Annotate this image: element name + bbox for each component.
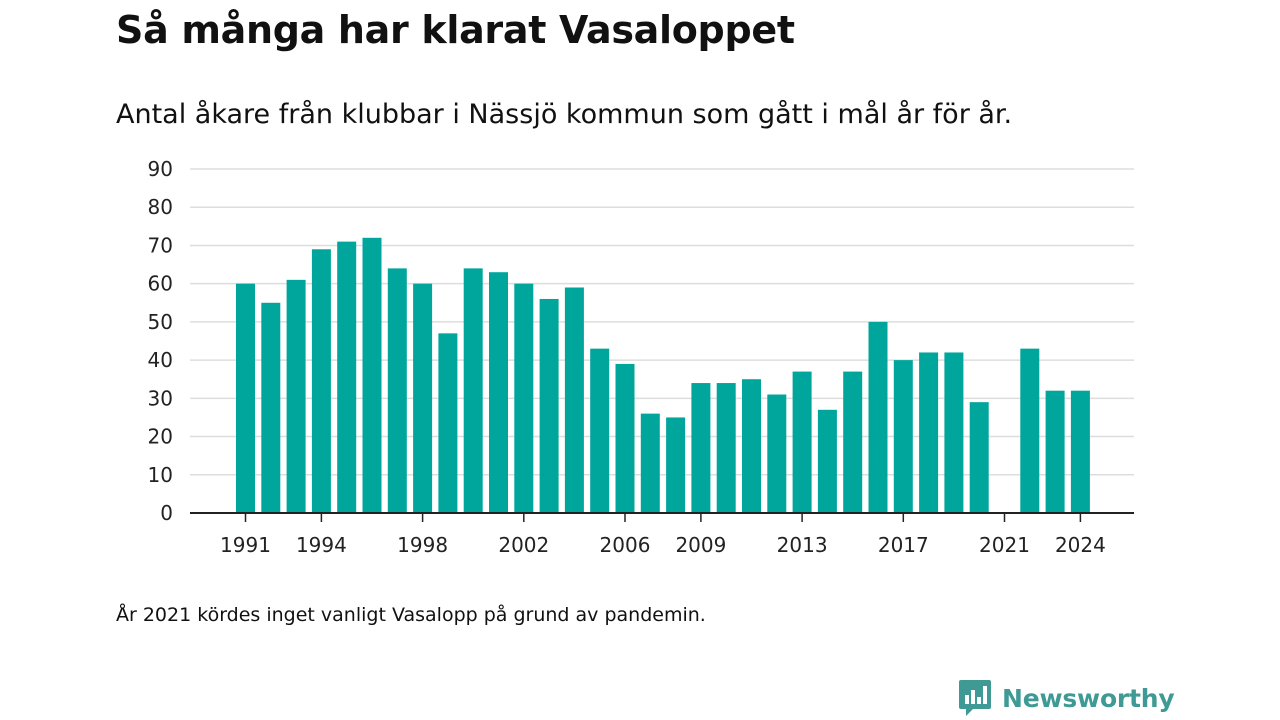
bar-2018 bbox=[919, 352, 939, 513]
bar-2023 bbox=[1045, 390, 1065, 513]
y-tick-label: 30 bbox=[148, 386, 173, 410]
chart-title: Så många har klarat Vasaloppet bbox=[116, 8, 795, 52]
x-tick-label: 2006 bbox=[600, 533, 651, 557]
y-tick-label: 60 bbox=[148, 272, 173, 296]
y-axis-ticks: 0 10 20 30 40 50 60 70 80 90 bbox=[148, 157, 173, 525]
bar-2011 bbox=[742, 379, 761, 513]
grid-lines bbox=[190, 168, 1134, 476]
bar-2003 bbox=[539, 298, 559, 513]
bar-chart-speech-bubble-icon bbox=[959, 680, 991, 716]
bar-2010 bbox=[716, 383, 736, 513]
bar-2020 bbox=[969, 402, 989, 513]
bar-2013 bbox=[792, 371, 812, 513]
x-tick-label: 2021 bbox=[979, 533, 1030, 557]
y-tick-label: 0 bbox=[160, 501, 173, 525]
footnote: År 2021 kördes inget vanligt Vasalopp på… bbox=[116, 604, 706, 626]
y-tick-label: 70 bbox=[148, 233, 173, 257]
bar-2005 bbox=[590, 348, 610, 513]
x-tick-label: 2009 bbox=[675, 533, 726, 557]
bar-1996 bbox=[362, 237, 382, 514]
bar-1999 bbox=[438, 333, 458, 513]
bar-2016 bbox=[868, 321, 888, 513]
chart-subtitle: Antal åkare från klubbar i Nässjö kommun… bbox=[116, 99, 1013, 130]
bar-2014 bbox=[817, 409, 837, 513]
bar-1995 bbox=[337, 241, 357, 513]
bar-1994 bbox=[311, 249, 331, 513]
bar-2019 bbox=[944, 352, 964, 513]
bar-chart: 0 10 20 30 40 50 60 70 80 90 1991 1994 1998 2002 2006… bbox=[148, 157, 1134, 557]
bar-1991 bbox=[236, 283, 255, 513]
bar-2024 bbox=[1070, 390, 1090, 513]
bar-1998 bbox=[413, 283, 433, 513]
bar-2015 bbox=[843, 371, 863, 513]
y-tick-label: 40 bbox=[148, 348, 173, 372]
y-tick-label: 80 bbox=[148, 195, 173, 219]
x-tick-label: 2013 bbox=[777, 533, 828, 557]
brand-name: Newsworthy bbox=[1002, 683, 1175, 713]
y-tick-label: 20 bbox=[148, 425, 173, 449]
x-tick-label: 1998 bbox=[397, 533, 448, 557]
bar-2002 bbox=[514, 283, 534, 513]
bar-1997 bbox=[387, 268, 407, 513]
bar-2008 bbox=[666, 417, 686, 513]
bar-2006 bbox=[615, 363, 635, 513]
x-tick-label: 2017 bbox=[878, 533, 929, 557]
x-tick-label: 1994 bbox=[296, 533, 347, 557]
bar-1993 bbox=[286, 279, 306, 513]
bar-2001 bbox=[489, 272, 508, 513]
x-axis-ticks: 1991 1994 1998 2002 2006 2009 2013 2017 2021 2024 bbox=[220, 513, 1106, 557]
bar-2000 bbox=[463, 268, 483, 513]
bar-2022 bbox=[1020, 348, 1040, 513]
x-tick-label: 2002 bbox=[498, 533, 549, 557]
y-tick-label: 50 bbox=[148, 310, 173, 334]
bar-2007 bbox=[640, 413, 660, 513]
bar-2004 bbox=[564, 287, 584, 513]
x-tick-label: 1991 bbox=[220, 533, 271, 557]
brand[interactable]: Newsworthy bbox=[958, 678, 1175, 718]
bar-1992 bbox=[261, 302, 281, 513]
y-tick-label: 90 bbox=[148, 157, 173, 181]
bar-2012 bbox=[767, 394, 787, 513]
bars bbox=[236, 237, 1090, 514]
bar-2017 bbox=[893, 360, 913, 513]
y-tick-label: 10 bbox=[148, 463, 173, 487]
bar-2009 bbox=[691, 383, 711, 513]
x-tick-label: 2024 bbox=[1055, 533, 1106, 557]
